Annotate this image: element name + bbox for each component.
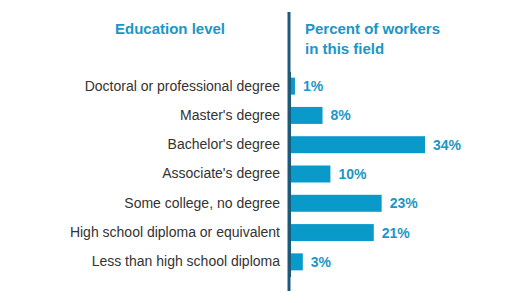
tick-label: Some college, no degree — [124, 195, 280, 211]
data-label: 10% — [338, 166, 367, 182]
x-axis-title: Percent of workers in this field — [305, 20, 440, 57]
bar — [291, 166, 330, 183]
tick-label: Doctoral or professional degree — [85, 78, 281, 94]
tick: High school diploma or equivalent — [70, 224, 289, 240]
tick-label: High school diploma or equivalent — [70, 224, 280, 240]
tick: Less than high school diploma — [92, 253, 289, 269]
data-label: 23% — [390, 195, 419, 211]
bar — [291, 195, 382, 212]
bar — [291, 136, 425, 153]
bar — [291, 253, 303, 270]
tick-label: Master's degree — [180, 107, 280, 123]
tick: Doctoral or professional degree — [85, 78, 289, 94]
bar — [291, 107, 323, 124]
chart: Education level Percent of workers in this… — [0, 0, 525, 303]
divider — [288, 12, 291, 291]
y-axis: Doctoral or professional degree Master's … — [70, 72, 290, 277]
tick-label: Associate's degree — [162, 165, 280, 181]
tick-label: Less than high school diploma — [92, 253, 281, 269]
data-label: 8% — [331, 107, 352, 123]
x-axis-title-line: Percent of workers — [305, 20, 440, 37]
tick: Bachelor's degree — [168, 136, 289, 152]
tick: Associate's degree — [162, 165, 289, 181]
data-label: 34% — [433, 137, 462, 153]
y-axis-title: Education level — [115, 20, 225, 37]
tick: Some college, no degree — [124, 195, 289, 211]
data-label: 1% — [303, 78, 324, 94]
tick: Master's degree — [180, 107, 289, 123]
data-label: 21% — [382, 225, 411, 241]
data-labels: 1% 8% 34% 10% 23% 21% 3% — [303, 78, 462, 270]
bar — [291, 78, 295, 95]
x-axis-title-line: in this field — [305, 40, 384, 57]
bars — [291, 78, 425, 271]
bar — [291, 224, 374, 241]
tick-label: Bachelor's degree — [168, 136, 281, 152]
data-label: 3% — [311, 254, 332, 270]
